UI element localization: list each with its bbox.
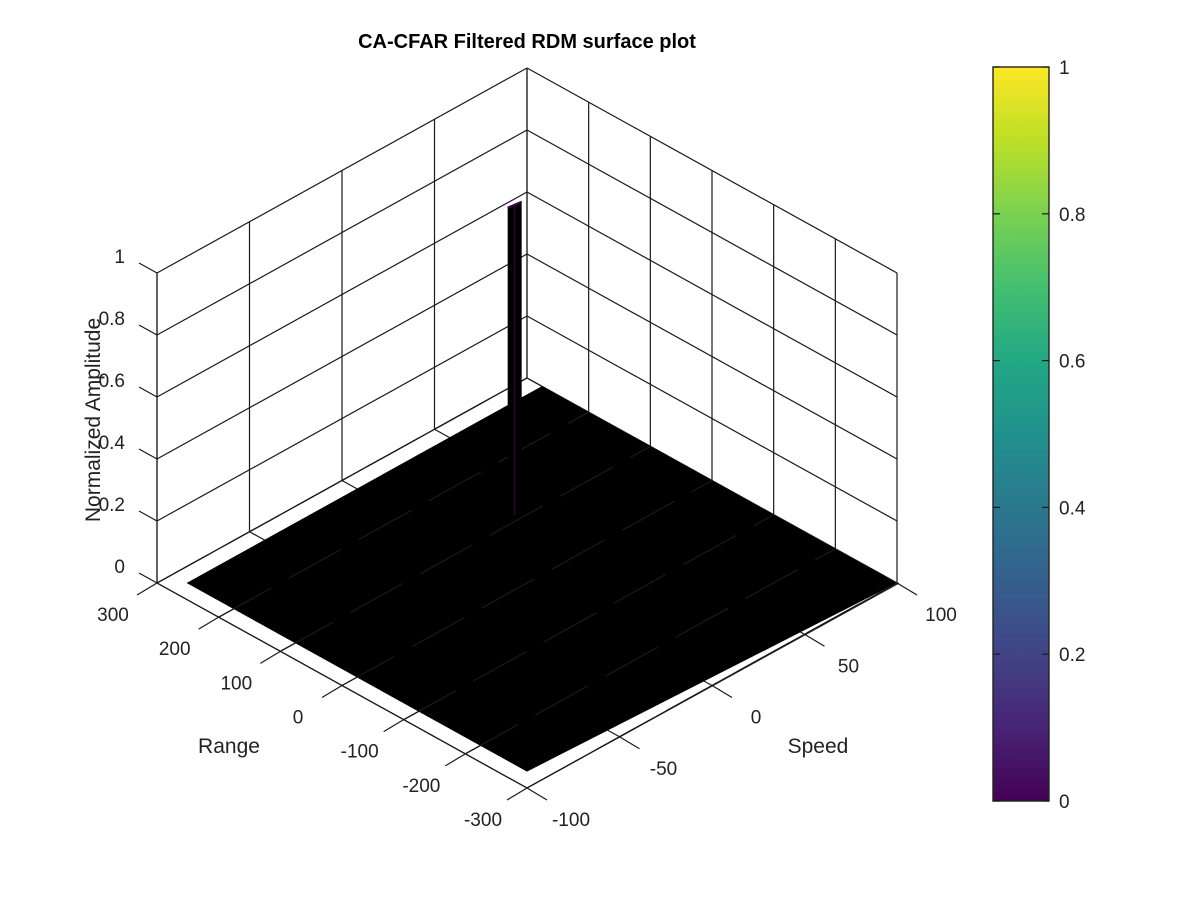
z-tick-mark: [138, 510, 158, 522]
colorbar-tick-label: 0: [1059, 792, 1070, 813]
colorbar-tick-label: 0.6: [1059, 352, 1085, 373]
surface-mesh-line: [341, 479, 713, 687]
surface-mesh-line: [465, 548, 836, 755]
range-tick-label: -300: [464, 810, 502, 831]
speed-tick-label: 50: [838, 656, 859, 677]
range-tick-mark: [136, 582, 158, 596]
z-tick-mark: [138, 386, 158, 398]
surface-mesh-line: [218, 411, 589, 618]
y-axis-label: Speed: [788, 735, 849, 758]
range-tick-mark: [198, 616, 219, 630]
surface-layer: [156, 200, 898, 789]
speed-tick-label: -100: [552, 810, 590, 831]
right-wall-hgrid: [526, 67, 898, 274]
range-tick-label: 100: [220, 673, 252, 694]
right-wall-hgrid: [526, 129, 898, 336]
colorbar-tick-label: 1: [1059, 58, 1070, 79]
left-wall-hgrid: [156, 67, 528, 274]
z-tick-label: 0.6: [99, 371, 125, 392]
surface-mesh-line: [156, 377, 528, 584]
z-tick-mark: [138, 262, 158, 274]
range-tick-label: 300: [97, 605, 129, 626]
z-tick-mark: [138, 572, 158, 584]
colorbar-ticks: 0 0.2 0.4 0.6 0.8 1: [993, 58, 1086, 813]
speed-tick-mark: [804, 633, 825, 647]
z-tick-label: 1: [114, 247, 125, 268]
speed-tick-label: 0: [751, 708, 762, 729]
range-tick-mark: [260, 650, 281, 664]
surface-mesh-line: [403, 514, 774, 721]
z-tick-mark: [138, 448, 158, 460]
range-tick-mark: [383, 719, 404, 733]
range-tick-mark: [445, 753, 466, 767]
range-tick-label: 0: [293, 708, 304, 729]
speed-tick-mark: [526, 787, 548, 801]
z-tick-label: 0: [114, 557, 125, 578]
range-tick-label: -100: [341, 742, 379, 763]
colorbar-tick-label: 0.4: [1059, 498, 1086, 519]
z-tick-label: 0.4: [99, 433, 126, 454]
range-tick-mark: [506, 787, 528, 801]
left-wall-hgrid: [156, 191, 528, 398]
chart-title: CA-CFAR Filtered RDM surface plot: [358, 31, 696, 53]
range-tick-mark: [321, 684, 343, 699]
colorbar-tick-label: 0.2: [1059, 645, 1085, 666]
z-tick-mark: [138, 324, 158, 336]
speed-tick-label: -50: [650, 759, 677, 780]
speed-tick-label: 100: [925, 605, 957, 626]
left-wall-hgrid: [156, 315, 528, 522]
colorbar-gradient: [992, 66, 1050, 802]
colorbar: 0 0.2 0.4 0.6 0.8 1: [992, 58, 1086, 813]
z-tick-label: 0.2: [99, 495, 125, 516]
range-tick-label: 200: [159, 639, 191, 660]
z-tick-label: 0.8: [99, 309, 125, 330]
surface-mesh-line: [280, 445, 651, 652]
range-tick-label: -200: [402, 776, 440, 797]
right-wall-hgrid: [526, 253, 898, 460]
left-wall-hgrid: [156, 129, 528, 336]
z-axis-label: Normalized Amplitude: [82, 318, 105, 522]
x-axis-label: Range: [198, 735, 260, 758]
speed-tick-mark: [619, 736, 640, 750]
surface-plane: [186, 386, 898, 772]
right-wall-hgrid: [526, 315, 898, 522]
left-wall-hgrid: [156, 253, 528, 460]
speed-tick-mark: [896, 582, 918, 596]
tick-layer: 300 200 100 0 -100 -200 -300 100 50 0 -50 -100 0 0.2 0…: [97, 247, 957, 831]
speed-tick-mark: [711, 684, 733, 699]
colorbar-tick-label: 0.8: [1059, 205, 1085, 226]
right-wall-hgrid: [526, 191, 898, 398]
